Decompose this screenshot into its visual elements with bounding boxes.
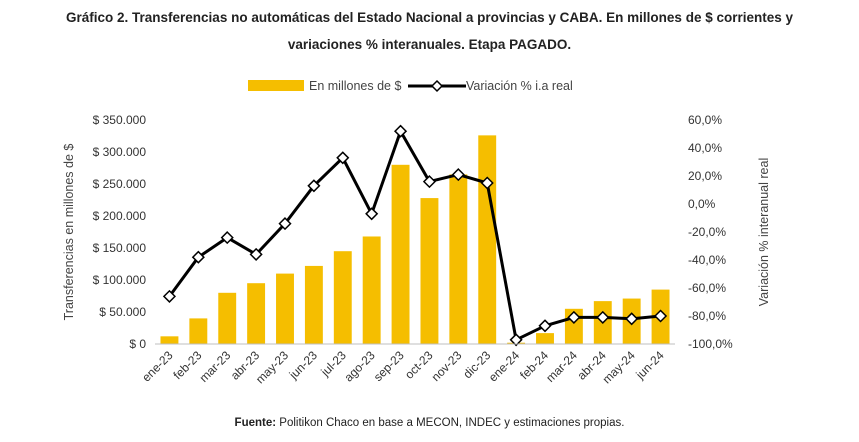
legend-bar-label: En millones de $ <box>309 79 401 93</box>
line-point <box>451 168 465 182</box>
y-tick-label: $ 250.000 <box>93 177 147 191</box>
line-point <box>278 217 292 231</box>
source-text: Politikon Chaco en base a MECON, INDEC y… <box>279 417 625 429</box>
line-series <box>162 124 668 347</box>
x-tick-label: mar-23 <box>197 348 234 385</box>
x-tick-label: jun-24 <box>632 348 666 382</box>
line-point <box>653 309 668 323</box>
bar-series <box>160 135 670 344</box>
bar <box>218 292 237 344</box>
y2-tick-label: 0,0% <box>688 197 716 211</box>
bar <box>160 336 179 344</box>
x-tick-label: may-23 <box>253 348 291 386</box>
line-point <box>567 310 581 324</box>
y2-tick-label: 60,0% <box>688 113 722 127</box>
bar <box>420 198 439 344</box>
bar <box>333 251 352 344</box>
legend-line-marker <box>430 79 444 93</box>
line-path <box>168 129 661 342</box>
line-point <box>422 175 437 189</box>
line-point <box>509 333 523 347</box>
x-axis: ene-23feb-23mar-23abr-23may-23jun-23jul-… <box>139 343 675 386</box>
line-point <box>249 247 263 261</box>
y2-tick-label: 40,0% <box>688 141 722 155</box>
y-tick-label: $ 300.000 <box>93 145 147 159</box>
line-point <box>162 289 177 303</box>
y2-tick-label: -20,0% <box>688 225 726 239</box>
x-tick-label: ene-23 <box>139 348 176 385</box>
y2-axis-label: Variación % interanual real <box>757 158 771 306</box>
bar <box>362 236 381 344</box>
line-point <box>596 310 610 324</box>
bar <box>536 333 554 344</box>
line-point <box>336 151 350 165</box>
x-tick-label: ago-23 <box>341 348 378 385</box>
y2-tick-label: -60,0% <box>688 281 726 295</box>
bar <box>189 318 208 344</box>
source-note: Fuente: Politikon Chaco en base a MECON,… <box>0 417 859 429</box>
legend: En millones de $ Variación % i.a real <box>248 79 573 93</box>
bar <box>391 164 410 344</box>
x-tick-label: nov-23 <box>429 348 465 384</box>
source-label: Fuente: <box>234 417 277 429</box>
x-tick-label: jun-23 <box>286 348 320 382</box>
bar <box>247 283 266 344</box>
bar <box>276 273 294 344</box>
y2-tick-label: -80,0% <box>688 309 726 323</box>
x-tick-label: sep-23 <box>371 348 407 384</box>
y-tick-label: $ 0 <box>129 337 146 351</box>
right-axis: -100,0% -80,0% -60,0% -40,0% -20,0% 0,0% 20,0%… <box>688 113 733 351</box>
chart-title-line1: Gráfico 2. Transferencias no automáticas… <box>66 10 793 25</box>
line-point <box>393 124 408 138</box>
chart-title-line2: variaciones % interanuales. Etapa PAGADO… <box>287 37 572 52</box>
legend-bar-swatch <box>248 80 304 91</box>
y-tick-label: $ 350.000 <box>93 113 147 127</box>
y-axis-label: Transferencias en millones de $ <box>62 144 76 321</box>
bar <box>449 174 468 344</box>
line-point <box>625 312 639 326</box>
line-point <box>538 319 552 333</box>
line-point <box>307 179 321 193</box>
bar <box>478 135 497 344</box>
bar <box>304 265 323 344</box>
y-tick-label: $ 100.000 <box>93 273 147 287</box>
y-tick-label: $ 50.000 <box>99 305 146 319</box>
y2-tick-label: 20,0% <box>688 169 722 183</box>
line-point <box>220 231 234 245</box>
y2-tick-label: -40,0% <box>688 253 726 267</box>
line-point <box>191 250 205 264</box>
line-point <box>365 207 379 221</box>
line-point <box>480 176 494 190</box>
left-axis: $ 0 $ 50.000 $ 100.000 $ 150.000 $ 200.000 $ … <box>93 113 147 351</box>
x-tick-label: mar-24 <box>543 348 580 385</box>
y-tick-label: $ 150.000 <box>93 241 147 255</box>
y-tick-label: $ 200.000 <box>93 209 147 223</box>
x-tick-label: may-24 <box>600 348 638 386</box>
y2-tick-label: -100,0% <box>688 337 733 351</box>
legend-line-label: Variación % i.a real <box>466 79 573 93</box>
x-tick-label: ene-24 <box>486 348 523 385</box>
